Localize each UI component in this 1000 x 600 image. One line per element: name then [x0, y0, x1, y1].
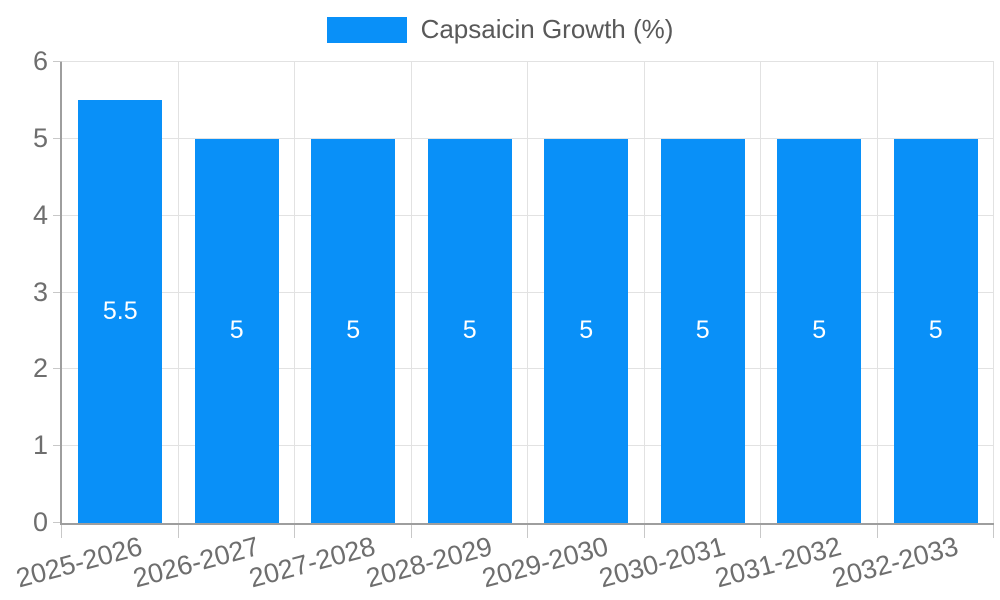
bar-value-label: 5: [229, 316, 244, 345]
h-gridline: [62, 214, 994, 216]
y-tick-label: 0: [32, 507, 48, 537]
bar-value-label: 5.5: [102, 297, 138, 326]
bar[interactable]: 5: [777, 138, 862, 523]
x-axis-line: [60, 523, 994, 525]
bar-value-label: 5: [928, 316, 943, 345]
y-tick-mark: [53, 291, 62, 293]
bar[interactable]: 5: [544, 138, 629, 523]
x-tick-mark: [643, 525, 645, 538]
y-tick-label: 6: [32, 46, 48, 76]
x-tick-mark: [876, 525, 878, 538]
v-gridline: [410, 62, 412, 523]
y-tick-mark: [53, 61, 62, 62]
y-tick-mark: [53, 137, 62, 139]
legend-swatch[interactable]: [326, 16, 407, 43]
v-gridline: [993, 62, 994, 523]
y-tick-mark: [53, 522, 62, 523]
bar-value-label: 5: [346, 316, 361, 345]
bar[interactable]: 5.5: [78, 100, 163, 523]
legend-label: Capsaicin Growth (%): [420, 14, 674, 44]
x-tick-mark: [410, 525, 412, 538]
h-gridline: [62, 137, 994, 139]
x-tick-label: 2028-2029: [362, 531, 495, 594]
bar-value-label: 5: [579, 316, 594, 345]
h-gridline: [62, 61, 994, 62]
x-tick-label: 2030-2031: [595, 531, 728, 594]
bar-value-label: 5: [812, 316, 827, 345]
y-tick-mark: [53, 368, 62, 370]
h-gridline: [62, 368, 994, 370]
y-tick-mark: [53, 445, 62, 447]
y-tick-mark: [53, 214, 62, 216]
y-tick-label: 2: [32, 353, 48, 384]
h-gridline: [62, 291, 994, 293]
v-gridline: [876, 62, 878, 523]
y-tick-label: 1: [32, 430, 48, 461]
x-tick-mark: [294, 525, 295, 538]
legend: Capsaicin Growth (%): [0, 14, 1000, 45]
x-tick-mark: [61, 525, 62, 538]
x-tick-mark: [177, 525, 179, 538]
x-tick-mark: [993, 525, 994, 538]
v-gridline: [177, 62, 179, 523]
v-gridline: [643, 62, 645, 523]
v-gridline: [294, 62, 295, 523]
y-tick-label: 5: [32, 122, 48, 153]
bar-value-label: 5: [695, 316, 710, 345]
bar[interactable]: 5: [660, 138, 745, 523]
y-tick-label: 3: [32, 276, 48, 307]
x-tick-label: 2029-2030: [479, 531, 612, 594]
x-tick-label: 2027-2028: [246, 531, 379, 594]
bar[interactable]: 5: [893, 138, 978, 523]
x-tick-label: 2031-2032: [712, 531, 845, 594]
bar[interactable]: 5: [194, 138, 279, 523]
x-tick-label: 2025-2026: [13, 531, 146, 594]
x-tick-label: 2032-2033: [828, 531, 961, 594]
h-gridline: [62, 445, 994, 447]
y-axis-line: [60, 62, 62, 525]
x-tick-mark: [527, 525, 528, 538]
x-tick-mark: [760, 525, 761, 538]
v-gridline: [527, 62, 528, 523]
bar[interactable]: 5: [427, 138, 512, 523]
bar-value-label: 5: [462, 316, 477, 345]
bar[interactable]: 5: [311, 138, 396, 523]
x-tick-label: 2026-2027: [129, 531, 262, 594]
v-gridline: [760, 62, 761, 523]
y-tick-label: 4: [32, 199, 48, 230]
